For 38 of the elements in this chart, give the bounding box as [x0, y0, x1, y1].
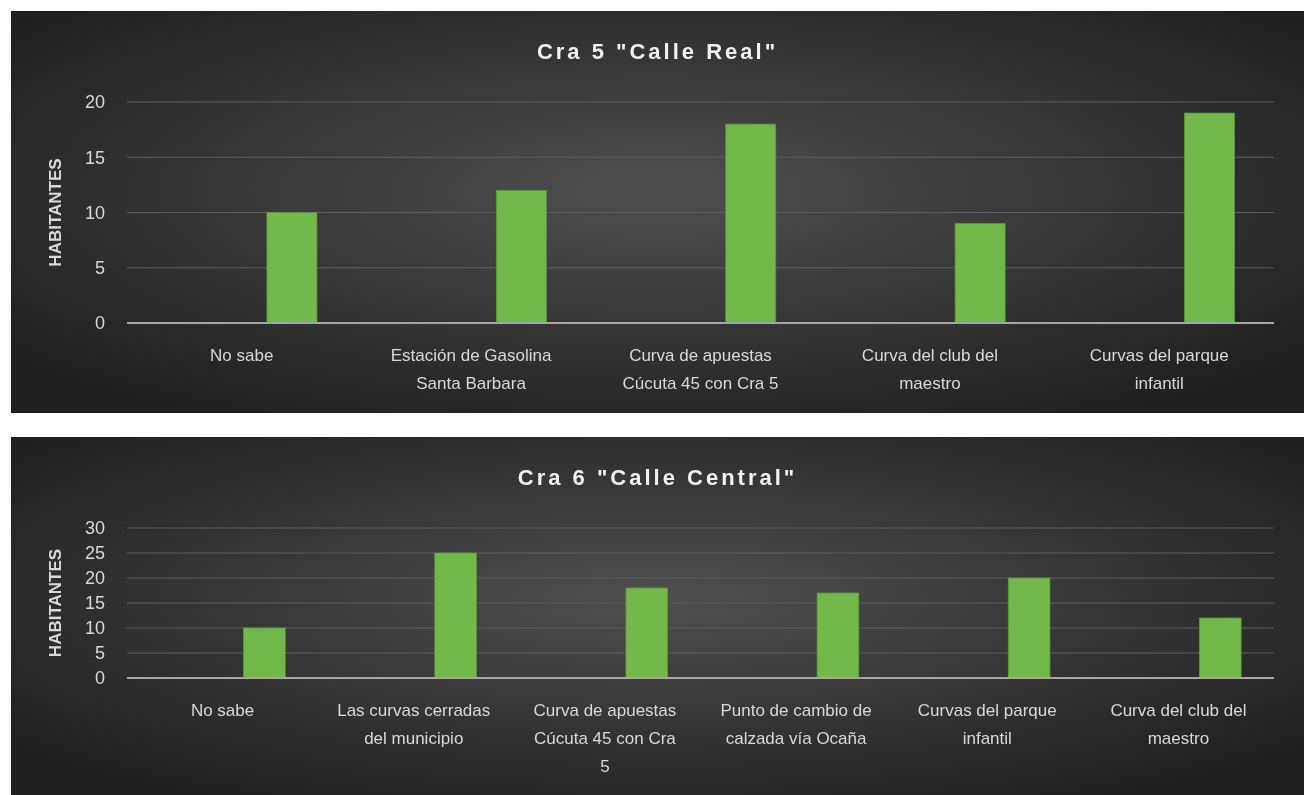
x-tick-label: Curvas del parque infantil — [917, 701, 1057, 748]
y-tick-label: 25 — [84, 543, 105, 564]
y-tick-label: 20 — [84, 92, 105, 113]
bar — [954, 223, 1006, 324]
bar — [725, 123, 777, 324]
x-tick-label: Curva de apuestas Cúcuta 45 con Cra 5 — [622, 346, 779, 393]
chart-title: Cra 6 "Calle Central" — [517, 464, 798, 490]
x-tick-label: Curva del club del maestro — [1110, 701, 1247, 748]
bar — [1007, 577, 1051, 679]
chart-title: Cra 5 "Calle Real" — [536, 38, 779, 64]
y-tick-label: 15 — [84, 147, 105, 168]
bar — [495, 190, 547, 324]
bar — [1199, 617, 1242, 679]
y-tick-label: 0 — [94, 668, 105, 689]
x-tick-label: Curvas del parque infantil — [1089, 346, 1229, 393]
x-tick-label: Curva de apuestas Cúcuta 45 con Cra 5 — [533, 701, 677, 776]
x-tick-label: Punto de cambio de calzada vía Ocaña — [720, 701, 872, 748]
y-tick-label: 10 — [84, 618, 105, 639]
x-tick-label: Estación de Gasolina Santa Barbara — [390, 346, 552, 393]
x-tick-label: No sabe — [210, 346, 274, 365]
y-tick-label: 15 — [84, 593, 105, 614]
bar — [266, 212, 318, 324]
x-tick-label: Las curvas cerradas del municipio — [337, 701, 491, 748]
bar — [434, 552, 477, 679]
bar — [816, 592, 860, 679]
x-tick-label: No sabe — [190, 701, 255, 720]
x-tick-label: Curva del club del maestro — [861, 346, 998, 393]
y-axis-title: HABITANTES — [46, 548, 65, 658]
y-axis-title: HABITANTES — [46, 158, 65, 267]
y-tick-label: 20 — [84, 568, 105, 589]
bar — [1184, 112, 1235, 324]
y-tick-label: 5 — [94, 643, 105, 664]
y-tick-label: 0 — [94, 313, 105, 334]
y-tick-label: 10 — [84, 202, 105, 223]
bar — [625, 587, 669, 679]
y-tick-label: 30 — [84, 518, 105, 539]
y-tick-label: 5 — [94, 258, 105, 279]
bar — [243, 627, 286, 679]
